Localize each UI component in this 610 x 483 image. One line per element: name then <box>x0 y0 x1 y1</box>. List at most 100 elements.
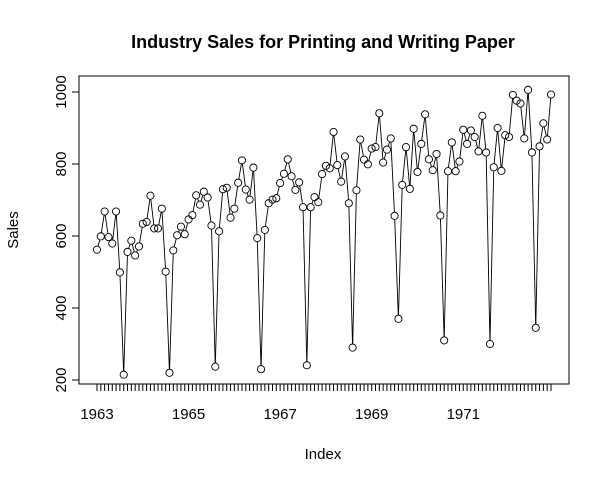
data-point <box>508 90 517 99</box>
data-point <box>443 167 453 176</box>
data-point <box>485 339 495 349</box>
series-segment <box>123 255 128 372</box>
series-segment <box>264 206 269 227</box>
data-point <box>474 147 483 156</box>
series-segment <box>197 198 200 202</box>
series-segment <box>131 244 135 253</box>
y-tick-label: 600 <box>53 223 70 248</box>
series-segment <box>448 145 452 168</box>
data-point <box>497 166 506 175</box>
series-segment <box>241 163 246 187</box>
series-segment <box>299 185 303 204</box>
data-point <box>344 199 353 208</box>
series-segment <box>249 171 254 197</box>
series-segment <box>348 206 353 345</box>
data-point <box>348 343 357 352</box>
series-segment <box>379 116 384 160</box>
data-point <box>157 204 166 213</box>
series-segment <box>535 149 540 325</box>
series-segment <box>456 164 459 169</box>
data-point <box>524 85 533 94</box>
data-point <box>516 99 525 108</box>
chart-title: Industry Sales for Printing and Writing … <box>131 32 515 52</box>
data-point <box>451 167 460 176</box>
series-segment <box>306 210 312 362</box>
data-point <box>382 145 392 154</box>
data-point <box>188 211 197 220</box>
series-segment <box>128 243 131 249</box>
data-point <box>249 163 258 172</box>
series-segment <box>383 152 387 160</box>
series-segment <box>405 150 410 186</box>
series-segment <box>112 215 117 241</box>
data-point <box>432 149 441 158</box>
data-point <box>337 177 346 186</box>
data-point <box>482 148 491 157</box>
data-point <box>123 247 132 256</box>
series-segment <box>417 147 422 169</box>
data-point <box>211 362 220 371</box>
series-segment <box>463 133 467 141</box>
series-segment <box>207 200 212 223</box>
data-point <box>401 143 411 152</box>
series-segment <box>429 162 432 167</box>
data-point <box>256 365 266 374</box>
data-point <box>440 336 449 345</box>
series-segment <box>329 135 334 165</box>
series-segment <box>333 135 338 162</box>
data-point <box>409 124 418 133</box>
data-point <box>436 211 445 220</box>
data-point <box>279 169 288 178</box>
series-segment <box>238 163 242 180</box>
series-segment <box>352 193 357 345</box>
data-point <box>466 126 475 135</box>
series-segment <box>158 212 162 225</box>
series-segment <box>218 192 224 228</box>
data-point <box>176 222 185 231</box>
data-point <box>241 185 250 194</box>
data-point <box>245 195 254 204</box>
series-segment <box>527 93 533 149</box>
series-segment <box>344 159 349 200</box>
data-point <box>329 127 338 137</box>
series-segment <box>485 156 491 341</box>
data-point <box>428 166 437 175</box>
data-point <box>360 155 369 164</box>
data-point <box>463 139 472 148</box>
series-segment <box>398 188 403 316</box>
series-segment <box>489 170 495 341</box>
series-segment <box>459 133 464 158</box>
x-axis: 1963 1965 1967 1969 1971 <box>80 383 552 423</box>
data-point <box>169 246 178 255</box>
series-segment <box>497 131 502 168</box>
series-segment <box>161 212 166 269</box>
data-point <box>134 242 144 251</box>
series-segment <box>288 162 292 173</box>
data-point <box>138 219 147 228</box>
y-tick-label: 400 <box>53 295 70 320</box>
data-point <box>543 135 552 144</box>
data-point <box>394 314 403 323</box>
series-segment <box>543 126 547 137</box>
series-segment <box>318 177 323 199</box>
series-segment <box>356 143 361 187</box>
data-point <box>493 123 502 133</box>
data-point <box>153 224 163 233</box>
series-segment <box>100 215 105 233</box>
series-segment <box>115 215 121 269</box>
data-point <box>215 227 224 236</box>
data-point <box>237 156 247 165</box>
y-axis: 200 400 600 800 1000 <box>53 75 80 393</box>
data-point <box>413 167 422 176</box>
data-point <box>459 125 468 134</box>
data-point <box>375 109 384 118</box>
data-point <box>184 215 193 224</box>
data-point <box>203 193 212 202</box>
data-point <box>379 158 388 167</box>
data-point <box>127 236 136 245</box>
data-point <box>424 155 433 164</box>
y-tick-label: 200 <box>53 367 70 392</box>
series-segment <box>119 275 125 372</box>
data-point <box>92 245 102 254</box>
series-segment <box>284 162 288 171</box>
